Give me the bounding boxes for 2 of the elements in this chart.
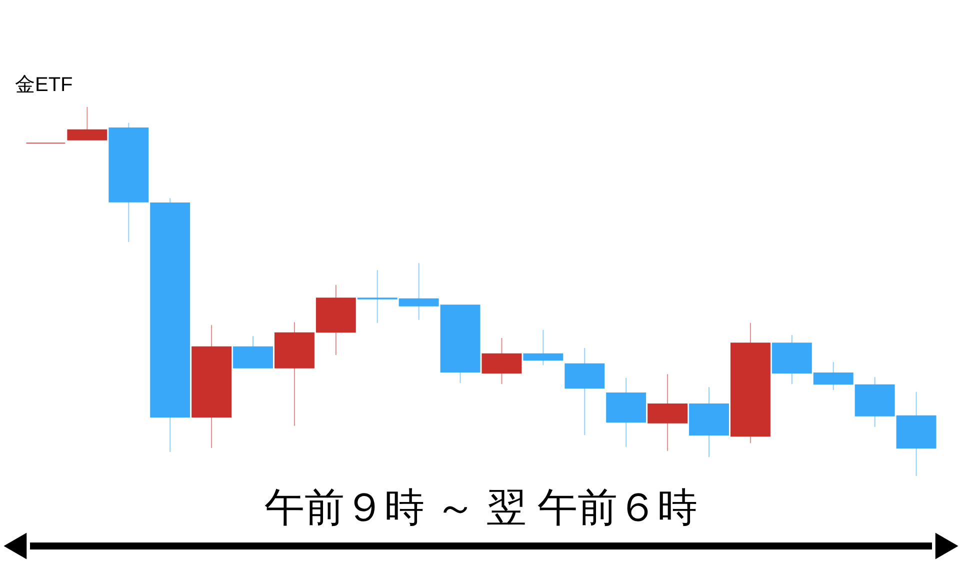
chart-title: 金ETF [15,74,73,96]
x-axis-title: 午前９時 ～ 翌 午前６時 [264,486,698,530]
